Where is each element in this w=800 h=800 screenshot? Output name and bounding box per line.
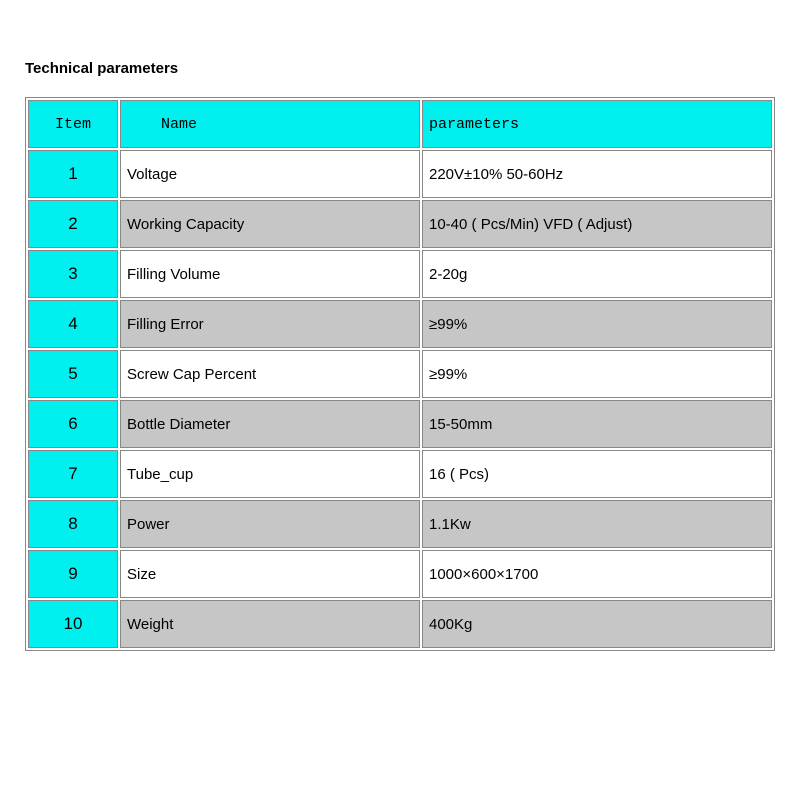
table-row: 4Filling Error≥99% xyxy=(28,300,772,348)
cell-item: 3 xyxy=(28,250,118,298)
cell-name: Bottle Diameter xyxy=(120,400,420,448)
header-item: Item xyxy=(28,100,118,148)
cell-item: 4 xyxy=(28,300,118,348)
cell-name: Weight xyxy=(120,600,420,648)
cell-item: 2 xyxy=(28,200,118,248)
cell-name: Working Capacity xyxy=(120,200,420,248)
table-row: 2Working Capacity10-40 ( Pcs/Min) VFD ( … xyxy=(28,200,772,248)
cell-item: 7 xyxy=(28,450,118,498)
cell-param: ≥99% xyxy=(422,350,772,398)
header-param: parameters xyxy=(422,100,772,148)
cell-param: 400Kg xyxy=(422,600,772,648)
cell-param: 1000×600×1700 xyxy=(422,550,772,598)
cell-param: 10-40 ( Pcs/Min) VFD ( Adjust) xyxy=(422,200,772,248)
cell-param: 1.1Kw xyxy=(422,500,772,548)
cell-item: 10 xyxy=(28,600,118,648)
cell-name: Filling Error xyxy=(120,300,420,348)
table-header-row: Item Name parameters xyxy=(28,100,772,148)
cell-param: 220V±10% 50-60Hz xyxy=(422,150,772,198)
cell-item: 9 xyxy=(28,550,118,598)
parameters-table: Item Name parameters 1Voltage220V±10% 50… xyxy=(25,97,775,651)
cell-item: 6 xyxy=(28,400,118,448)
cell-name: Size xyxy=(120,550,420,598)
header-name: Name xyxy=(120,100,420,148)
table-row: 6Bottle Diameter15-50mm xyxy=(28,400,772,448)
cell-item: 1 xyxy=(28,150,118,198)
cell-name: Tube_cup xyxy=(120,450,420,498)
page-title: Technical parameters xyxy=(25,60,775,77)
cell-param: ≥99% xyxy=(422,300,772,348)
table-row: 1Voltage220V±10% 50-60Hz xyxy=(28,150,772,198)
cell-param: 15-50mm xyxy=(422,400,772,448)
table-row: 3Filling Volume2-20g xyxy=(28,250,772,298)
table-row: 7Tube_cup16 ( Pcs) xyxy=(28,450,772,498)
table-row: 9Size1000×600×1700 xyxy=(28,550,772,598)
cell-name: Voltage xyxy=(120,150,420,198)
cell-name: Screw Cap Percent xyxy=(120,350,420,398)
cell-param: 16 ( Pcs) xyxy=(422,450,772,498)
cell-param: 2-20g xyxy=(422,250,772,298)
table-row: 8Power1.1Kw xyxy=(28,500,772,548)
cell-name: Filling Volume xyxy=(120,250,420,298)
table-row: 10Weight400Kg xyxy=(28,600,772,648)
table-row: 5Screw Cap Percent≥99% xyxy=(28,350,772,398)
cell-item: 5 xyxy=(28,350,118,398)
cell-item: 8 xyxy=(28,500,118,548)
cell-name: Power xyxy=(120,500,420,548)
